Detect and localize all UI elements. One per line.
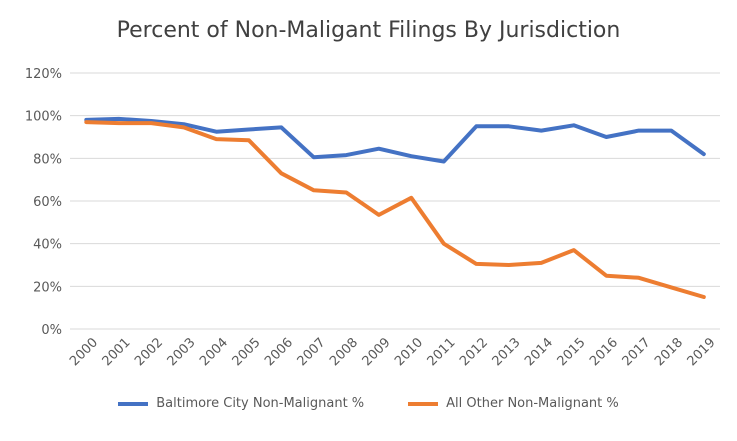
x-tick-label: 2018 (652, 335, 686, 369)
x-tick-label: 2009 (360, 335, 394, 369)
x-tick-label: 2006 (262, 335, 296, 369)
legend-swatch-all-other (408, 401, 439, 406)
x-tick-label: 2005 (230, 335, 264, 369)
y-tick-label: 0% (41, 323, 62, 338)
y-tick-label: 80% (33, 152, 62, 167)
x-tick-label: 2010 (392, 335, 426, 369)
series-line-1 (84, 120, 706, 299)
legend-item-baltimore: Baltimore City Non-Malignant % (118, 396, 364, 411)
x-tick-label: 2001 (100, 335, 134, 369)
x-tick-label: 2011 (425, 335, 459, 369)
x-tick-label: 2002 (132, 335, 166, 369)
y-tick-label: 60% (33, 195, 62, 210)
x-tick-label: 2000 (67, 335, 101, 369)
legend-label-baltimore: Baltimore City Non-Malignant % (156, 396, 365, 411)
x-tick-label: 2014 (522, 335, 556, 369)
y-tick-label: 20% (33, 280, 62, 295)
x-tick-label: 2004 (197, 335, 231, 369)
legend-item-all-other: All Other Non-Malignant % (408, 396, 619, 411)
x-tick-label: 2007 (295, 335, 329, 369)
series-line-0 (84, 116, 706, 164)
legend: Baltimore City Non-Malignant % All Other… (0, 396, 737, 411)
x-tick-label: 2016 (587, 335, 621, 369)
x-tick-label: 2015 (555, 335, 589, 369)
legend-swatch-baltimore (118, 401, 149, 406)
x-tick-label: 2013 (490, 335, 524, 369)
x-tick-label: 2003 (165, 335, 199, 369)
chart-title: Percent of Non-Maligant Filings By Juris… (116, 18, 621, 43)
x-tick-label: 2012 (457, 335, 491, 369)
x-tick-label: 2008 (327, 335, 361, 369)
y-tick-label: 40% (33, 238, 62, 253)
legend-label-all-other: All Other Non-Malignant % (446, 396, 619, 411)
y-tick-label: 120% (25, 67, 62, 82)
x-tick-label: 2019 (685, 335, 719, 369)
x-tick-label: 2017 (620, 335, 654, 369)
y-tick-label: 100% (25, 110, 62, 125)
